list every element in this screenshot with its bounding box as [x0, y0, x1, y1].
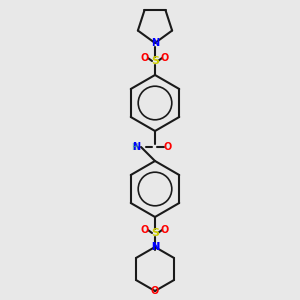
Text: N: N [151, 242, 159, 252]
Text: S: S [151, 228, 159, 238]
Text: O: O [151, 286, 159, 296]
Text: O: O [161, 225, 169, 235]
Text: H: H [134, 142, 140, 152]
Text: H: H [131, 142, 137, 152]
Text: O: O [141, 225, 149, 235]
Text: N: N [132, 142, 140, 152]
Text: N: N [151, 242, 159, 252]
Text: O: O [161, 53, 169, 63]
Text: O: O [164, 142, 172, 152]
Text: N: N [151, 38, 159, 48]
Text: S: S [151, 56, 159, 66]
Text: O: O [141, 53, 149, 63]
